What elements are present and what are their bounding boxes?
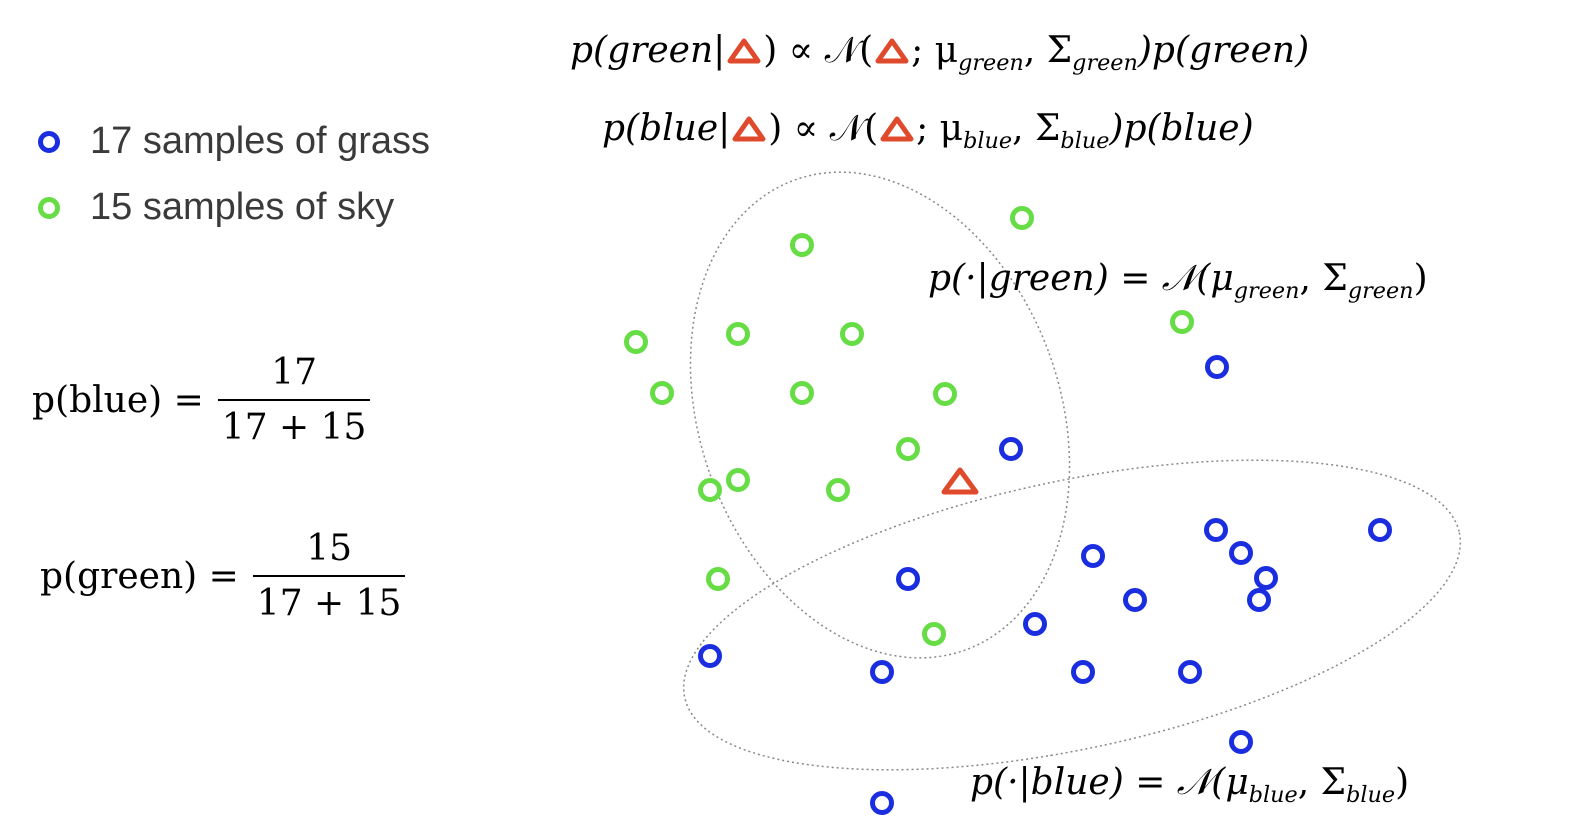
- green-sample-point: [650, 381, 674, 405]
- blue-sample-point: [1204, 518, 1228, 542]
- likelihood-green-equation: p(·|green) = 𝒩(μgreen, Σgreen): [928, 258, 1428, 304]
- blue-sample-point: [1205, 355, 1229, 379]
- green-sample-point: [706, 567, 730, 591]
- triangle-icon: [875, 38, 909, 64]
- posterior-blue-sub-mu: blue: [963, 127, 1013, 154]
- legend-label-green: 15 samples of sky: [90, 186, 395, 228]
- likelihood-blue-sub-mu: blue: [1248, 781, 1298, 808]
- green-sample-point: [726, 322, 750, 346]
- prior-blue-denominator: 17 + 15: [221, 407, 367, 448]
- triangle-icon: [732, 116, 766, 142]
- legend-label-blue: 17 samples of grass: [90, 120, 431, 162]
- posterior-blue-lhs: p(blue|: [602, 108, 731, 149]
- green-sample-point: [840, 322, 864, 346]
- posterior-green-mid: ) ∝ 𝒩(: [763, 30, 874, 71]
- prior-blue-equation: p(blue) = 17 17 + 15: [32, 352, 371, 448]
- likelihood-blue-sub-sigma: blue: [1346, 781, 1396, 808]
- green-sample-point: [726, 468, 750, 492]
- blue-sample-point: [698, 644, 722, 668]
- prior-blue-numerator: 17: [271, 352, 318, 393]
- prior-green-fraction: 15 17 + 15: [252, 528, 406, 624]
- posterior-green-sub-mu: green: [958, 49, 1024, 76]
- blue-sample-point: [1023, 612, 1047, 636]
- posterior-green-rhs-a: ; μ: [911, 30, 959, 71]
- green-sample-point: [790, 381, 814, 405]
- blue-sample-point: [1247, 588, 1271, 612]
- posterior-green-lhs: p(green|: [570, 30, 726, 71]
- likelihood-blue-equation: p(·|blue) = 𝒩(μblue, Σblue): [970, 762, 1409, 808]
- green-sample-point: [896, 437, 920, 461]
- legend-item-green: 15 samples of sky: [38, 186, 394, 229]
- blue-sample-point: [1254, 566, 1278, 590]
- posterior-blue-mid: ) ∝ 𝒩(: [768, 108, 879, 149]
- likelihood-green-c: ): [1413, 258, 1428, 299]
- green-sample-point: [624, 330, 648, 354]
- blue-sample-point: [1071, 660, 1095, 684]
- likelihood-green-a: p(·|green) = 𝒩(μ: [928, 258, 1234, 299]
- posterior-blue-sub-sigma: blue: [1060, 127, 1110, 154]
- green-sample-point: [698, 478, 722, 502]
- green-sample-point: [922, 622, 946, 646]
- blue-distribution-ellipse: [682, 459, 1462, 771]
- blue-sample-point: [1229, 541, 1253, 565]
- likelihood-green-sub-sigma: green: [1347, 277, 1414, 304]
- green-sample-point: [826, 478, 850, 502]
- posterior-green-rhs-b: , Σ: [1023, 30, 1073, 71]
- blue-sample-point: [1229, 730, 1253, 754]
- green-distribution-ellipse: [689, 171, 1071, 659]
- blue-circle-icon: [38, 130, 60, 153]
- blue-sample-point: [1368, 518, 1392, 542]
- legend-item-blue: 17 samples of grass: [38, 120, 430, 163]
- green-sample-point: [1010, 206, 1034, 230]
- posterior-green-sub-sigma: green: [1072, 49, 1138, 76]
- fraction-bar: [252, 575, 406, 577]
- likelihood-green-sub-mu: green: [1233, 277, 1300, 304]
- blue-sample-point: [999, 437, 1023, 461]
- posterior-blue-rhs-b: , Σ: [1012, 108, 1061, 149]
- fraction-bar: [217, 399, 371, 401]
- blue-sample-point: [870, 660, 894, 684]
- prior-green-denominator: 17 + 15: [256, 583, 402, 624]
- likelihood-blue-c: ): [1395, 762, 1410, 803]
- prior-green-lhs: p(green) =: [40, 555, 239, 597]
- prior-blue-lhs: p(blue) =: [32, 379, 204, 421]
- green-circle-icon: [38, 196, 60, 219]
- green-sample-point: [1170, 310, 1194, 334]
- prior-green-numerator: 15: [306, 528, 353, 569]
- prior-green-equation: p(green) = 15 17 + 15: [40, 528, 406, 624]
- blue-sample-point: [1178, 660, 1202, 684]
- green-sample-point: [933, 382, 957, 406]
- posterior-blue-rhs-a: ; μ: [916, 108, 964, 149]
- likelihood-blue-b: , Σ: [1297, 762, 1347, 803]
- posterior-blue-rhs-c: )p(blue): [1109, 108, 1254, 149]
- triangle-icon: [727, 38, 761, 64]
- likelihood-green-b: , Σ: [1299, 258, 1348, 299]
- posterior-blue-equation: p(blue|) ∝ 𝒩(; μblue, Σblue)p(blue): [602, 108, 1254, 154]
- likelihood-blue-a: p(·|blue) = 𝒩(μ: [970, 762, 1249, 803]
- green-sample-point: [790, 233, 814, 257]
- blue-sample-point: [1081, 544, 1105, 568]
- blue-sample-point: [870, 791, 894, 815]
- blue-sample-point: [896, 567, 920, 591]
- query-triangle: [941, 467, 979, 495]
- blue-sample-point: [1123, 588, 1147, 612]
- prior-blue-fraction: 17 17 + 15: [217, 352, 371, 448]
- triangle-icon: [880, 116, 914, 142]
- posterior-green-equation: p(green|) ∝ 𝒩(; μgreen, Σgreen)p(green): [570, 30, 1309, 76]
- posterior-green-rhs-c: )p(green): [1137, 30, 1310, 71]
